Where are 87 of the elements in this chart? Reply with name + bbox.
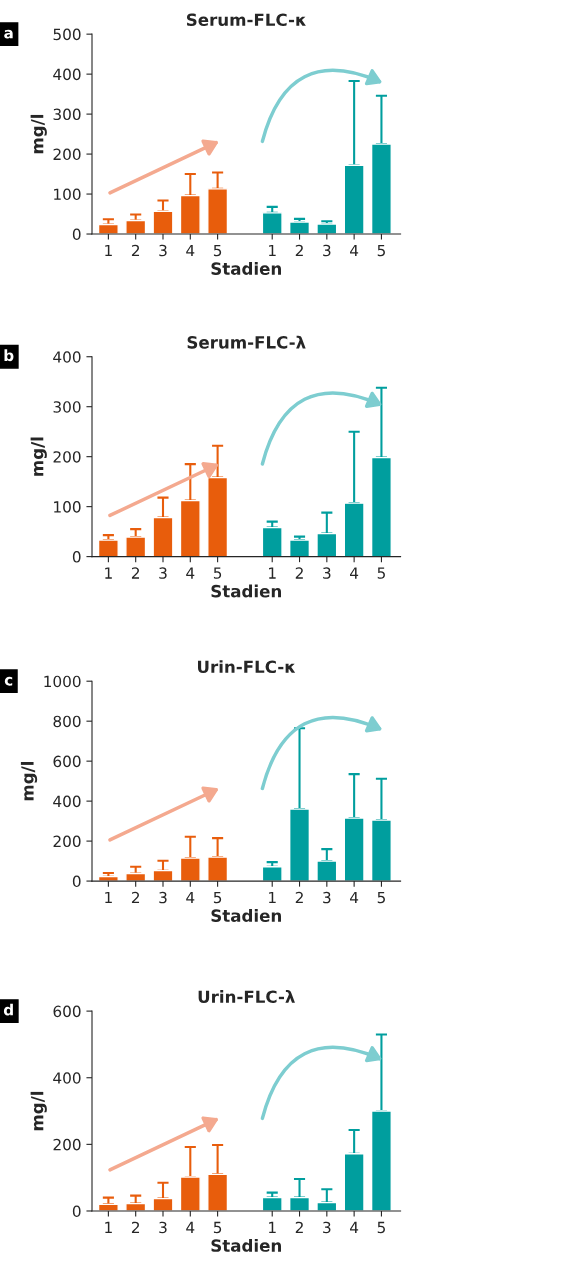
y-tick-label: 0 <box>72 1205 81 1218</box>
x-tick-label: 3 <box>323 1221 331 1234</box>
bar <box>125 219 147 235</box>
x-tick-label: 4 <box>186 244 195 257</box>
x-tick-label: 2 <box>295 567 303 579</box>
bar <box>97 223 119 235</box>
y-tick-label: 100 <box>54 501 81 513</box>
x-tick-label: 5 <box>213 1221 222 1234</box>
x-tick-label: 1 <box>105 891 112 904</box>
x-tick-label: 5 <box>213 567 222 579</box>
x-tick-label: 4 <box>186 891 195 904</box>
x-tick-label: 1 <box>269 1221 276 1234</box>
y-tick-label: 200 <box>53 451 81 463</box>
x-tick-label: 5 <box>213 244 222 257</box>
x-tick-label: 1 <box>269 891 276 904</box>
y-tick-label: 400 <box>53 68 81 81</box>
x-tick-label: 2 <box>131 891 140 904</box>
y-tick-label: 800 <box>53 715 81 728</box>
x-tick-label: 4 <box>350 891 359 904</box>
chart-title: Urin-FLC-λ <box>198 990 295 1004</box>
x-tick-label: 4 <box>350 567 359 579</box>
x-tick-label: 3 <box>159 567 167 579</box>
y-axis-title: mg/l <box>30 437 47 476</box>
x-axis-title: Stadien <box>211 584 281 598</box>
x-tick-label: 2 <box>131 567 140 579</box>
x-tick-label: 5 <box>377 244 385 257</box>
text: c <box>4 676 13 686</box>
y-tick-label: 0 <box>72 551 81 563</box>
bar <box>97 539 119 557</box>
text: d <box>3 1003 13 1016</box>
text: a <box>4 29 13 39</box>
x-tick-label: 3 <box>159 244 167 257</box>
x-axis-title: Stadien <box>211 262 281 275</box>
x-tick-label: 4 <box>186 1221 195 1234</box>
x-tick-label: 2 <box>295 891 303 904</box>
x-tick-label: 4 <box>350 1221 359 1234</box>
bar <box>288 539 311 557</box>
y-tick-label: 500 <box>53 28 81 41</box>
x-tick-label: 2 <box>131 244 140 257</box>
chart-title: Serum-FLC-λ <box>187 335 306 349</box>
x-axis-title: Stadien <box>211 1238 281 1252</box>
x-tick-label: 1 <box>105 1221 112 1234</box>
y-tick-label: 1000 <box>44 675 81 688</box>
x-tick-label: 3 <box>323 567 331 579</box>
x-axis-title: Stadien <box>211 909 281 922</box>
y-tick-label: 0 <box>72 875 81 888</box>
y-tick-label: 400 <box>53 1072 81 1084</box>
y-tick-label: 300 <box>53 108 81 121</box>
bar <box>261 212 283 235</box>
x-tick-label: 5 <box>213 891 222 904</box>
x-tick-label: 5 <box>377 567 385 579</box>
bar <box>316 223 338 235</box>
y-tick-label: 600 <box>53 755 81 768</box>
x-tick-label: 3 <box>323 891 331 904</box>
bar <box>261 526 283 557</box>
y-tick-label: 0 <box>72 228 81 241</box>
bar <box>261 1196 283 1211</box>
chart-title: Serum-FLC-κ <box>186 13 306 27</box>
x-tick-label: 5 <box>377 891 385 904</box>
x-tick-label: 3 <box>323 244 331 257</box>
y-tick-label: 200 <box>53 1138 81 1151</box>
chart-title: Urin-FLC-κ <box>198 660 296 674</box>
y-axis-title: mg/l <box>30 1091 47 1131</box>
x-tick-label: 2 <box>295 1221 303 1234</box>
bar <box>261 865 283 882</box>
y-axis-title: mg/l <box>30 114 47 154</box>
x-tick-label: 4 <box>350 244 359 257</box>
x-tick-label: 2 <box>295 244 303 257</box>
y-tick-label: 200 <box>53 148 81 161</box>
x-tick-label: 1 <box>269 244 276 257</box>
x-tick-label: 3 <box>159 891 167 904</box>
y-tick-label: 600 <box>53 1005 81 1018</box>
y-tick-label: 300 <box>53 401 81 413</box>
x-tick-label: 2 <box>131 1221 140 1234</box>
y-tick-label: 400 <box>53 795 81 808</box>
y-axis-title: mg/l <box>20 761 38 801</box>
y-tick-label: 200 <box>53 835 81 848</box>
y-tick-label: 100 <box>54 188 81 201</box>
x-tick-label: 5 <box>377 1221 385 1234</box>
x-tick-label: 3 <box>159 1221 167 1234</box>
y-tick-label: 400 <box>53 351 81 363</box>
x-tick-label: 4 <box>186 567 195 579</box>
x-tick-label: 1 <box>105 244 112 257</box>
bar <box>288 221 311 235</box>
text: b <box>4 349 14 362</box>
x-tick-label: 1 <box>105 567 112 579</box>
x-tick-label: 1 <box>269 567 276 579</box>
